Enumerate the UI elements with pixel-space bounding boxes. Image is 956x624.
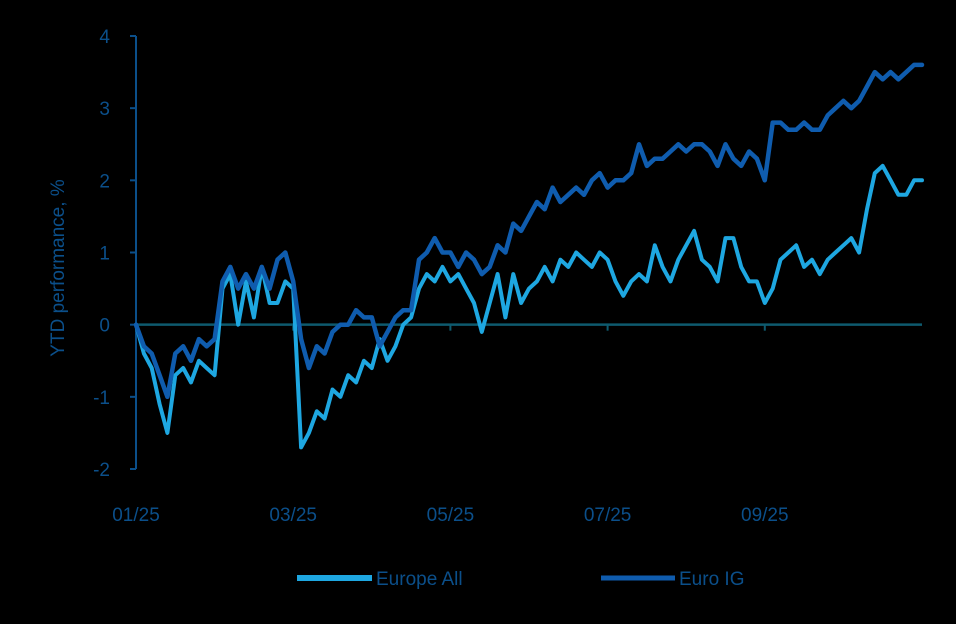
y-tick-label: 3 bbox=[99, 99, 110, 120]
y-tick-label: 2 bbox=[99, 171, 110, 192]
y-tick-label: 1 bbox=[99, 244, 110, 265]
x-tick-label: 03/25 bbox=[269, 505, 317, 526]
legend-item-europe-all: Europe All bbox=[297, 569, 463, 590]
series-layer bbox=[133, 62, 925, 450]
legend: Europe All Euro IG bbox=[297, 569, 744, 590]
y-tick-label: 4 bbox=[99, 27, 110, 48]
x-tick-label: 09/25 bbox=[741, 505, 789, 526]
y-tick-label: -1 bbox=[93, 388, 110, 409]
legend-item-euro-ig: Euro IG bbox=[601, 569, 744, 590]
series-line-euro-ig bbox=[133, 62, 925, 400]
y-axis: 4 3 2 1 0 -1 -2 bbox=[93, 27, 137, 481]
legend-label: Euro IG bbox=[679, 569, 744, 590]
y-axis-title: YTD performance, % bbox=[48, 179, 69, 356]
x-tick-label: 07/25 bbox=[584, 505, 632, 526]
y-tick-label: 0 bbox=[99, 316, 110, 337]
y-tick-label: -2 bbox=[93, 460, 110, 481]
legend-label: Europe All bbox=[376, 569, 463, 590]
x-axis: 01/25 03/25 05/25 07/25 09/25 bbox=[112, 323, 922, 526]
x-tick-label: 05/25 bbox=[427, 505, 475, 526]
x-tick-label: 01/25 bbox=[112, 505, 160, 526]
series-line-europe-all bbox=[134, 163, 924, 450]
